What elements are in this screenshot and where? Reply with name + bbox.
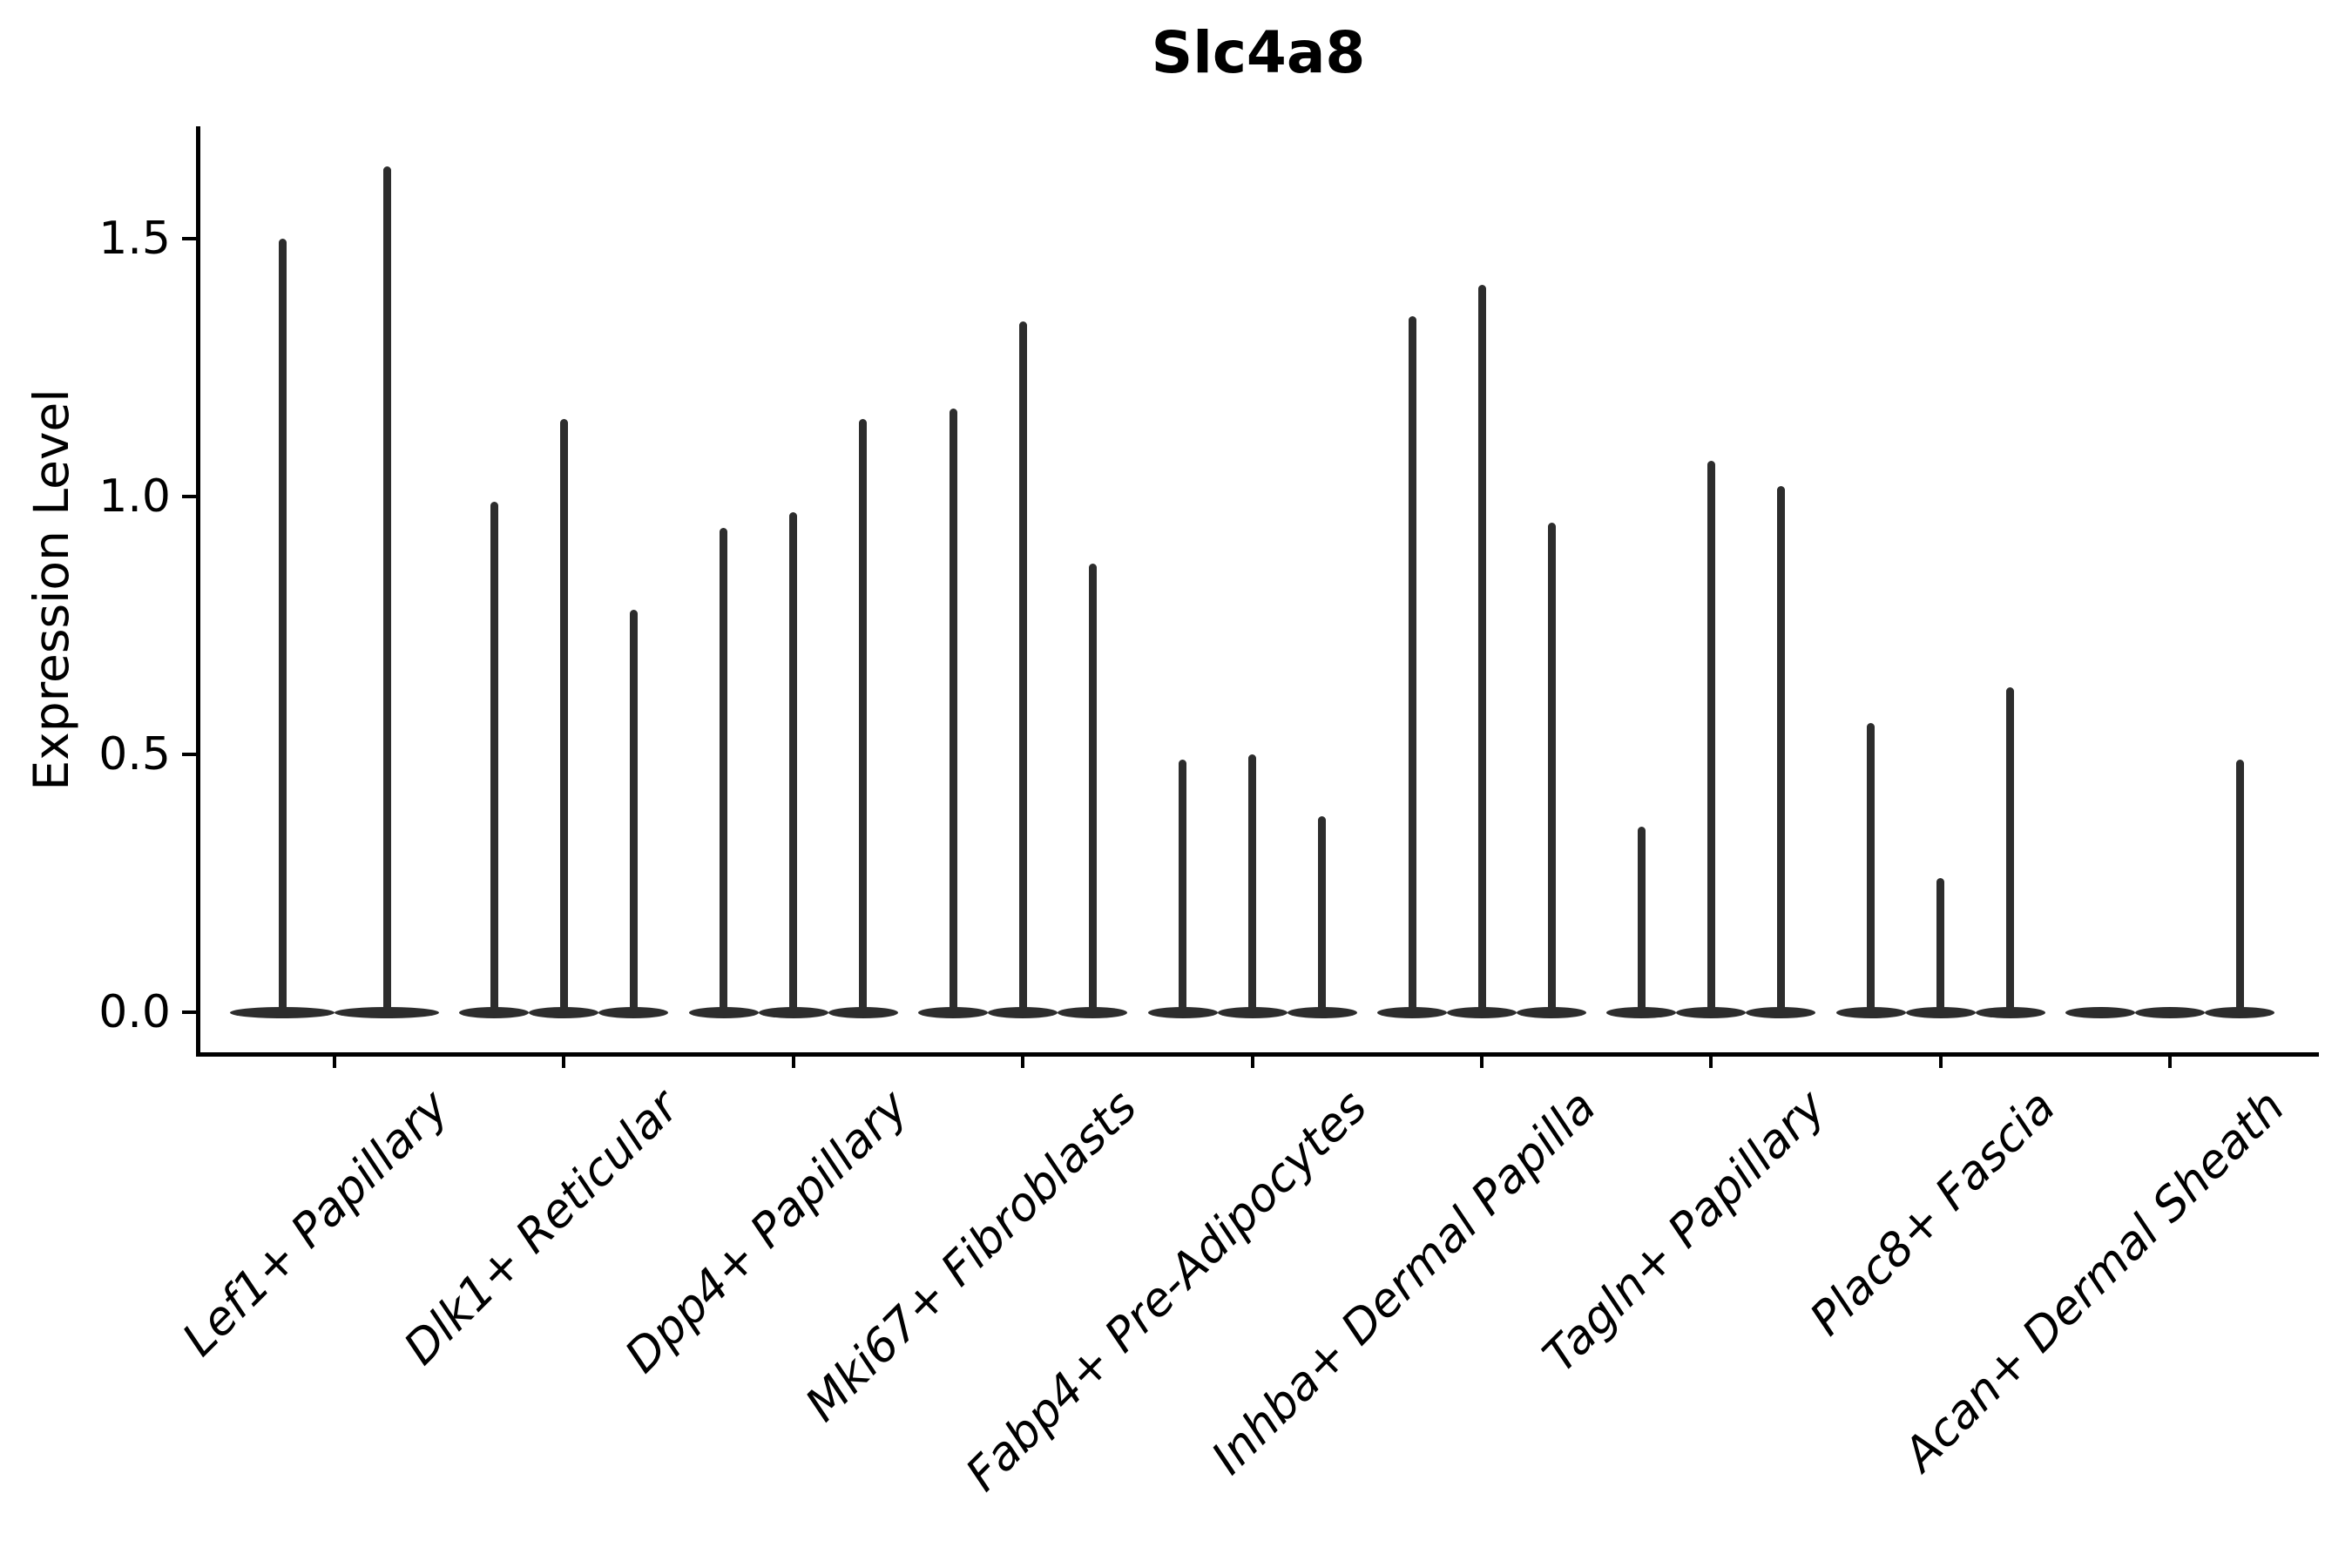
x-tick-label: Fabp4+ Pre-Adipocytes [956,1080,1377,1502]
x-axis-spine [196,1052,2319,1057]
x-tick [1021,1052,1025,1068]
violin-spike [1776,486,1785,1016]
x-tick [562,1052,566,1068]
violin-body [2135,1006,2206,1018]
y-axis-spine [196,126,200,1055]
x-tick [1938,1052,1943,1068]
x-tick [2168,1052,2173,1068]
violin-spike [490,501,498,1016]
y-tick [182,495,198,498]
violin-spike [1707,460,1715,1016]
x-tick [1709,1052,1713,1068]
y-tick [182,753,198,756]
violin-spike [1477,285,1486,1016]
violin-spike [2006,687,2015,1016]
violin-spike [789,511,798,1016]
violin-spike [859,419,868,1016]
violin-spike [2235,759,2244,1016]
violin-spike [1936,878,1945,1016]
violin-spike [1318,816,1327,1016]
chart-title: Slc4a8 [1151,19,1366,86]
x-tick [333,1052,336,1068]
x-tick [1480,1052,1484,1068]
x-tick [791,1052,795,1068]
violin-spike [720,527,728,1016]
violin-body [2065,1006,2136,1018]
violin-spike [1867,723,1876,1016]
violin-spike [1547,522,1556,1016]
violin-spike [1408,315,1416,1016]
violin-spike [278,239,287,1016]
violin-spike [949,409,957,1016]
y-tick [182,1010,198,1014]
violin-spike [1637,826,1646,1016]
violin-spike [1088,563,1097,1016]
violin-spike [382,166,391,1016]
violin-spike [1179,759,1187,1016]
violin-spike [629,610,638,1016]
x-tick-label: Plac8+ Fascia [1800,1080,2065,1346]
y-tick [182,237,198,240]
violin-spike [1018,321,1027,1016]
y-tick-label: 0.0 [98,986,171,1038]
x-tick [1250,1052,1254,1068]
x-tick-label: Inhba+ Dermal Papilla [1201,1080,1607,1485]
x-tick-label: Acan+ Dermal Sheath [1893,1080,2295,1482]
y-tick-label: 0.5 [98,728,171,781]
y-tick-label: 1.5 [98,213,171,265]
y-tick-label: 1.0 [98,470,171,523]
violin-spike [1248,754,1257,1016]
violin-spike [559,419,568,1016]
